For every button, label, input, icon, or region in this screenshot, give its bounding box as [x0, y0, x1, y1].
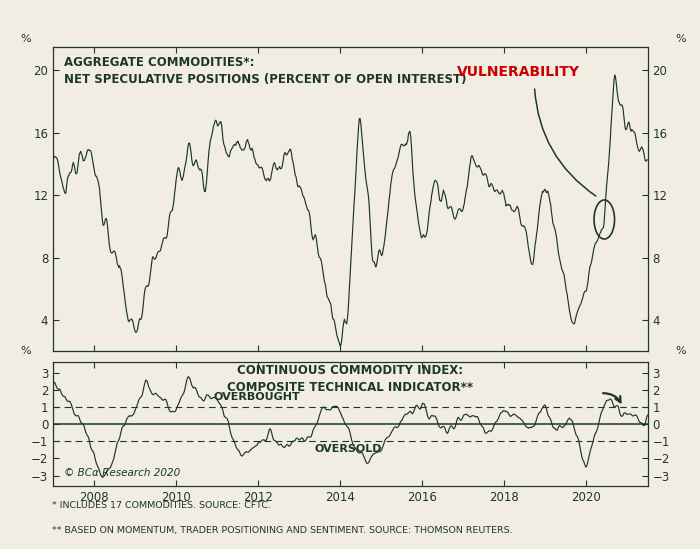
Text: AGGREGATE COMMODITIES*:
NET SPECULATIVE POSITIONS (PERCENT OF OPEN INTEREST): AGGREGATE COMMODITIES*: NET SPECULATIVE …: [64, 56, 467, 86]
Text: %: %: [675, 346, 685, 356]
Text: OVERBOUGHT: OVERBOUGHT: [213, 392, 300, 402]
Text: VULNERABILITY: VULNERABILITY: [457, 65, 580, 79]
Text: * INCLUDES 17 COMMODITIES. SOURCE: CFTC.: * INCLUDES 17 COMMODITIES. SOURCE: CFTC.: [52, 501, 272, 510]
Text: %: %: [20, 346, 31, 356]
Text: %: %: [675, 33, 685, 43]
Text: OVERSOLD: OVERSOLD: [314, 444, 382, 453]
Text: %: %: [20, 33, 31, 43]
Text: CONTINUOUS COMMODITY INDEX:
COMPOSITE TECHNICAL INDICATOR**: CONTINUOUS COMMODITY INDEX: COMPOSITE TE…: [227, 363, 473, 394]
Text: ** BASED ON MOMENTUM, TRADER POSITIONING AND SENTIMENT. SOURCE: THOMSON REUTERS.: ** BASED ON MOMENTUM, TRADER POSITIONING…: [52, 525, 513, 535]
Text: © BCα Research 2020: © BCα Research 2020: [64, 468, 181, 478]
